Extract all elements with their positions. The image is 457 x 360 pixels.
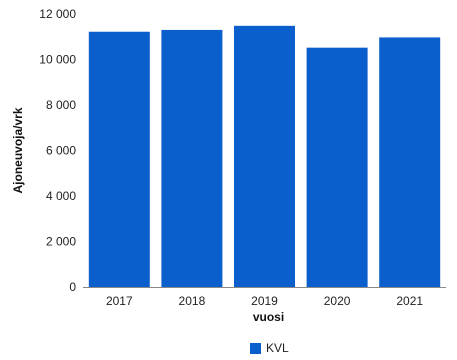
bar-2017 xyxy=(88,31,150,288)
y-tick-label: 8 000 xyxy=(46,98,76,112)
bar-2019 xyxy=(234,25,295,288)
y-tick-label: 6 000 xyxy=(46,144,76,158)
x-axis-ticks: 2017 2018 2019 2020 2021 xyxy=(106,294,423,308)
legend: KVL xyxy=(250,341,289,355)
bar-2021 xyxy=(379,37,441,288)
x-tick-label: 2019 xyxy=(251,294,278,308)
y-tick-label: 10 000 xyxy=(39,53,76,67)
x-tick-label: 2017 xyxy=(106,294,133,308)
x-tick-label: 2021 xyxy=(396,294,423,308)
bar-2018 xyxy=(161,29,223,288)
legend-swatch-kvl xyxy=(250,342,261,354)
y-axis-title: Ajoneuvoja/vrk xyxy=(11,107,25,193)
y-tick-label: 12 000 xyxy=(39,7,76,21)
x-tick-label: 2018 xyxy=(179,294,206,308)
x-tick-label: 2020 xyxy=(324,294,351,308)
legend-label-kvl: KVL xyxy=(266,341,289,355)
y-tick-label: 4 000 xyxy=(46,189,76,203)
bar-2020 xyxy=(306,47,368,287)
x-axis-title: vuosi xyxy=(253,310,284,324)
y-axis-ticks: 0 2 000 4 000 6 000 8 000 10 000 12 000 xyxy=(39,7,76,294)
bars xyxy=(88,25,441,288)
y-tick-label: 2 000 xyxy=(46,235,76,249)
y-tick-label: 0 xyxy=(69,280,76,294)
